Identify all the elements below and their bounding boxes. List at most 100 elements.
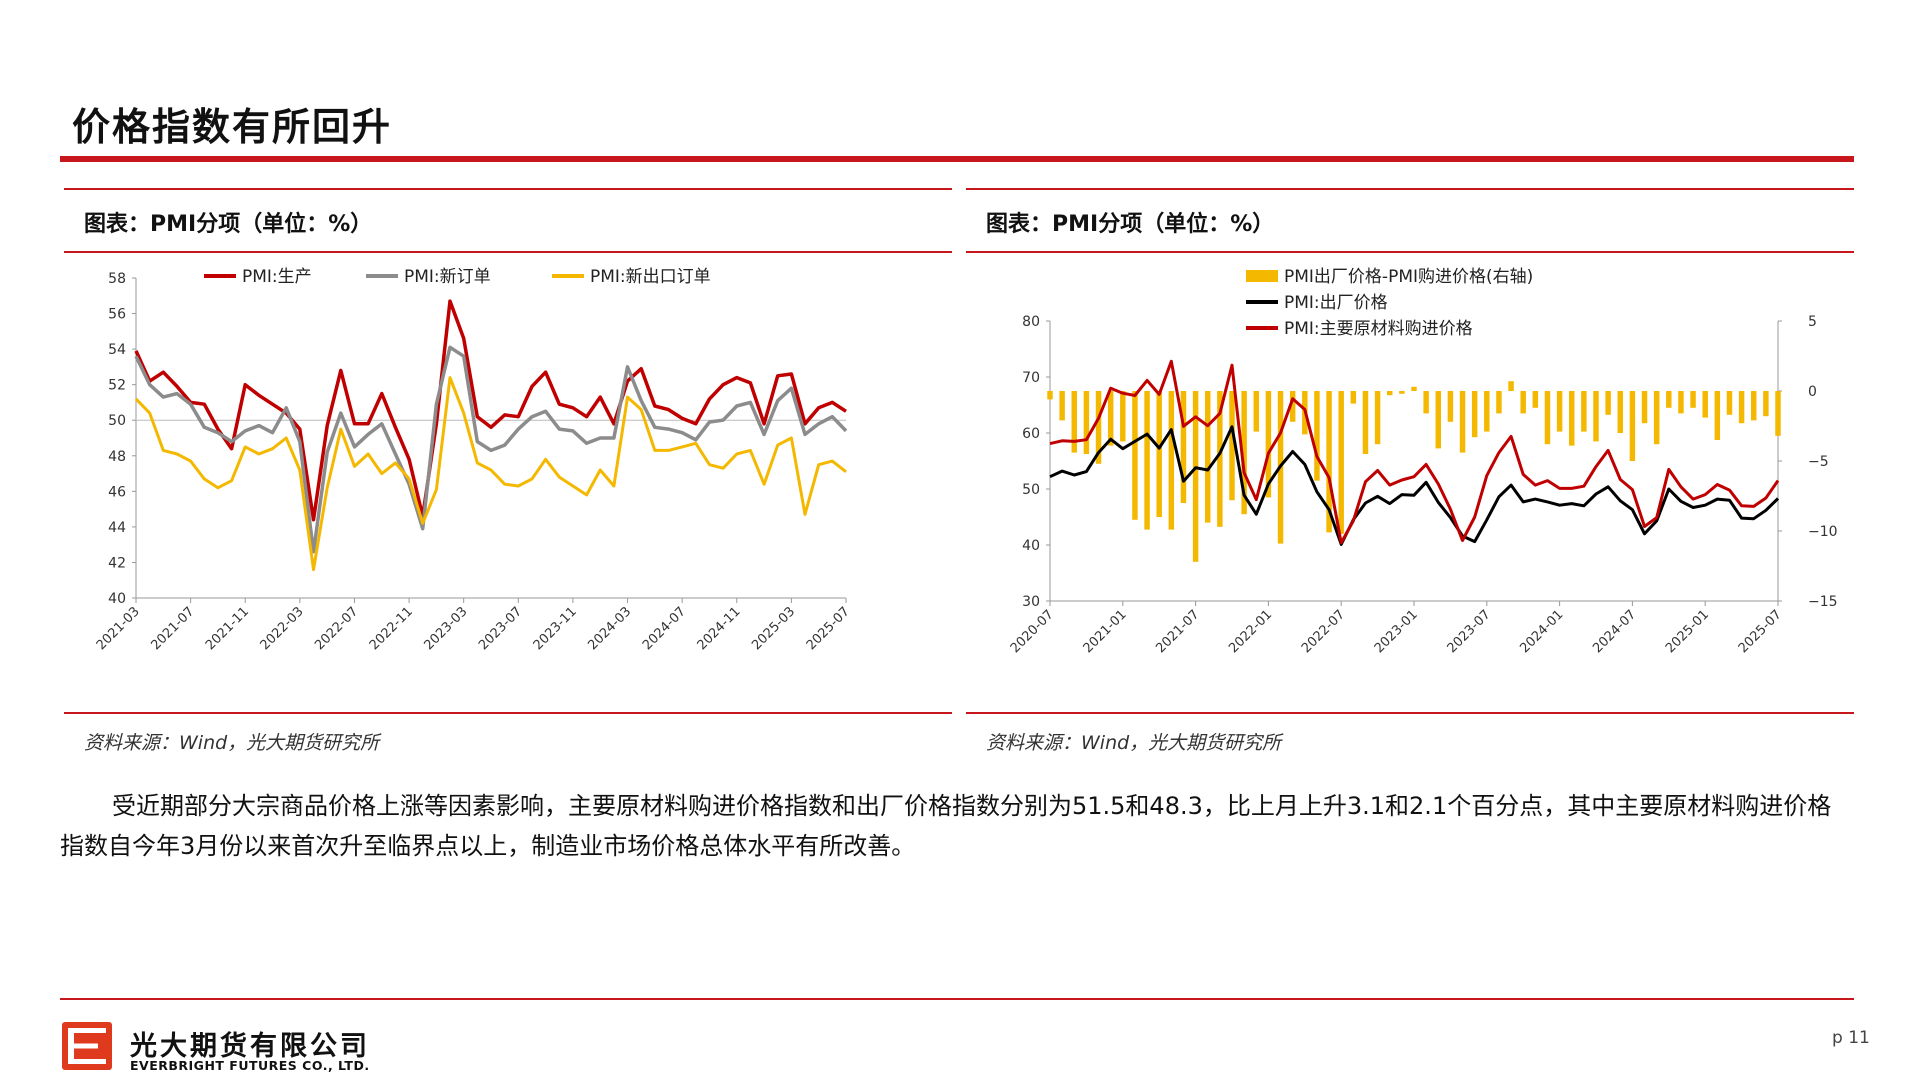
bar-spread bbox=[1496, 391, 1502, 414]
bar-spread bbox=[1690, 391, 1696, 408]
legend-label: PMI:新出口订单 bbox=[590, 267, 711, 287]
bar-spread bbox=[1471, 391, 1478, 438]
page-number: p 11 bbox=[1832, 1028, 1870, 1048]
y-tick-label: 50 bbox=[108, 413, 126, 429]
x-tick-label: 2023-07 bbox=[1445, 607, 1494, 656]
y-tick-label: 80 bbox=[1022, 314, 1040, 330]
y-tick-label: 48 bbox=[108, 449, 126, 465]
bar-spread bbox=[1593, 391, 1599, 442]
series-line-2 bbox=[134, 376, 847, 572]
y-tick-label: 46 bbox=[108, 484, 126, 500]
footer-divider bbox=[60, 998, 1854, 1000]
title-divider bbox=[60, 156, 1854, 162]
company-name-cn: 光大期货有限公司 bbox=[130, 1031, 370, 1062]
bar-spread bbox=[1241, 391, 1247, 515]
bar-spread bbox=[1678, 391, 1684, 414]
series-line-0 bbox=[1049, 425, 1780, 546]
bar-spread bbox=[1047, 391, 1053, 400]
legend-label: PMI出厂价格-PMI购进价格(右轴) bbox=[1284, 267, 1533, 287]
bar-spread bbox=[1605, 391, 1611, 415]
x-tick-label: 2021-07 bbox=[148, 604, 197, 653]
x-tick-label: 2025-01 bbox=[1663, 607, 1712, 656]
legend-label: PMI:生产 bbox=[242, 267, 312, 287]
bar-spread bbox=[1217, 391, 1223, 527]
bar-spread bbox=[1423, 391, 1429, 414]
y-tick-label: 52 bbox=[108, 378, 126, 394]
bar-spread bbox=[1556, 391, 1563, 432]
y-tick-label: 60 bbox=[1022, 426, 1040, 442]
bar-spread bbox=[1399, 391, 1405, 394]
bar-spread bbox=[1229, 391, 1235, 501]
bar-spread bbox=[1775, 391, 1781, 436]
panel-header-rule bbox=[966, 251, 1854, 253]
source-note: 资料来源：Wind，光大期货研究所 bbox=[986, 732, 1282, 754]
bar-spread bbox=[1289, 391, 1296, 422]
panel-bottom-rule bbox=[64, 712, 952, 714]
series-line-1 bbox=[1049, 359, 1780, 545]
x-tick-label: 2021-01 bbox=[1081, 607, 1130, 656]
bar-spread bbox=[1738, 391, 1745, 424]
bar-spread bbox=[1374, 391, 1381, 445]
x-tick-label: 2025-03 bbox=[749, 604, 798, 653]
legend-label: PMI:新订单 bbox=[404, 267, 491, 287]
legend-label: PMI:出厂价格 bbox=[1284, 293, 1388, 313]
everbright-logo-icon bbox=[62, 1022, 112, 1070]
y2-tick-label: −5 bbox=[1808, 454, 1829, 470]
bar-spread bbox=[1095, 391, 1102, 464]
bar-spread bbox=[1666, 391, 1672, 408]
x-tick-label: 2024-07 bbox=[1590, 607, 1639, 656]
x-tick-label: 2023-11 bbox=[531, 604, 580, 653]
x-tick-label: 2024-07 bbox=[640, 604, 689, 653]
y-tick-label: 42 bbox=[108, 555, 126, 571]
bar-spread bbox=[1362, 391, 1369, 454]
bar-spread bbox=[1459, 391, 1466, 453]
y-tick-label: 56 bbox=[108, 307, 126, 323]
y-tick-label: 70 bbox=[1022, 370, 1040, 386]
page-title: 价格指数有所回升 bbox=[72, 105, 393, 149]
x-tick-label: 2021-11 bbox=[203, 604, 252, 653]
bar-spread bbox=[1411, 386, 1417, 391]
y2-tick-label: −15 bbox=[1808, 594, 1838, 610]
bar-spread bbox=[1120, 391, 1126, 442]
bar-spread bbox=[1702, 391, 1708, 418]
panel-top-rule bbox=[966, 188, 1854, 190]
y-tick-label: 54 bbox=[108, 342, 126, 358]
x-tick-label: 2022-01 bbox=[1226, 607, 1275, 656]
bar-spread bbox=[1641, 391, 1648, 424]
bar-spread bbox=[1314, 391, 1320, 481]
series-line-1 bbox=[134, 345, 848, 554]
bar-spread bbox=[1192, 391, 1199, 562]
bar-spread bbox=[1083, 391, 1090, 454]
source-note: 资料来源：Wind，光大期货研究所 bbox=[84, 732, 380, 754]
y-tick-label: 40 bbox=[108, 591, 126, 607]
bar-spread bbox=[1107, 391, 1114, 446]
bar-spread bbox=[1387, 391, 1393, 396]
bar-spread bbox=[1629, 391, 1636, 461]
panel-header-rule bbox=[64, 251, 952, 253]
series-line-0 bbox=[134, 299, 847, 522]
bar-spread bbox=[1338, 391, 1344, 534]
bar-spread bbox=[1532, 391, 1539, 408]
x-tick-label: 2023-01 bbox=[1372, 607, 1421, 656]
bar-spread bbox=[1569, 391, 1575, 446]
pmi-price-combo-chart: 30 40 50 60 70 80 −15 −10 −5 0 5 2020-07 2021-01 2021… bbox=[1008, 267, 1838, 656]
bar-spread bbox=[1205, 391, 1211, 523]
bar-spread bbox=[1132, 391, 1138, 520]
y-tick-label: 58 bbox=[108, 271, 126, 287]
bar-spread bbox=[1544, 391, 1551, 445]
bar-spread bbox=[1144, 391, 1150, 530]
x-tick-label: 2023-03 bbox=[421, 604, 470, 653]
bar-spread bbox=[1059, 391, 1065, 421]
bar-spread bbox=[1435, 391, 1441, 449]
body-paragraph: 受近期部分大宗商品价格上涨等因素影响，主要原材料购进价格指数和出厂价格指数分别为… bbox=[60, 792, 1832, 860]
x-tick-label: 2022-11 bbox=[367, 604, 416, 653]
company-name-en: EVERBRIGHT FUTURES CO., LTD. bbox=[130, 1058, 370, 1073]
x-tick-label: 2024-11 bbox=[695, 604, 744, 653]
y2-tick-label: 5 bbox=[1808, 314, 1817, 330]
bar-spread bbox=[1156, 391, 1162, 517]
y-tick-label: 50 bbox=[1022, 482, 1040, 498]
bar-spread bbox=[1350, 391, 1357, 404]
chart-panel-right: 图表：PMI分项（单位：%） 30 40 50 60 70 80 −15 −10 −5 0 5 202… bbox=[966, 188, 1854, 764]
y-tick-label: 30 bbox=[1022, 594, 1040, 610]
x-tick-label: 2025-07 bbox=[804, 604, 853, 653]
